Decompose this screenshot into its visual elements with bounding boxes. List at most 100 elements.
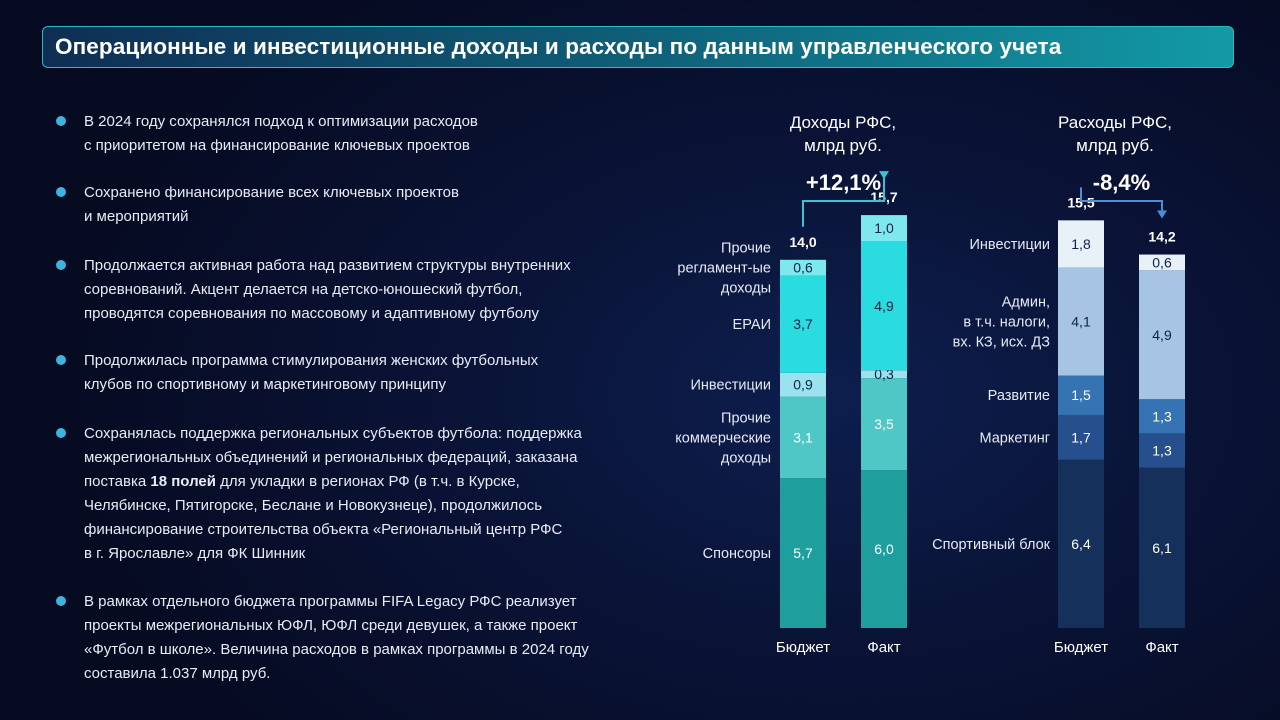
chart-title: млрд руб. <box>1076 136 1154 155</box>
bullet-line: межрегиональных объединений и региональн… <box>84 449 578 466</box>
bullet-line: с приоритетом на финансирование ключевых… <box>84 137 470 154</box>
bullet-line: клубов по спортивному и маркетинговому п… <box>84 376 446 393</box>
change-arrow <box>802 172 885 227</box>
bullet-line: Сохранено финансирование всех ключевых п… <box>84 184 459 201</box>
bar-segment <box>861 241 907 371</box>
bullet-line: Продолжилась программа стимулирования же… <box>84 352 539 369</box>
data-label: 4,9 <box>874 298 894 314</box>
series-label: Инвестиции <box>690 378 771 394</box>
series-label: Инвестиции <box>969 237 1050 253</box>
data-label: 0,6 <box>793 260 813 276</box>
bar-segment <box>1139 399 1185 434</box>
data-label: 1,3 <box>1152 442 1172 458</box>
data-label: 1,0 <box>874 220 894 236</box>
bullet-line: В 2024 году сохранялся подход к оптимиза… <box>84 113 478 130</box>
bullet-line: проекты межрегиональных ЮФЛ, ЮФЛ среди д… <box>84 617 578 634</box>
series-label: Прочие <box>721 241 771 257</box>
change-label: -8,4% <box>1093 170 1150 195</box>
bullet-text: Продолжилась программа стимулирования же… <box>84 349 624 397</box>
bullet-dot-icon <box>56 596 66 606</box>
series-label: Развитие <box>988 388 1050 404</box>
bullet-text: Сохранено финансирование всех ключевых п… <box>84 181 624 229</box>
series-label: ЕРАИ <box>733 317 771 333</box>
bullet-text: В рамках отдельного бюджета программы FI… <box>84 590 624 686</box>
bullet-dot-icon <box>56 260 66 270</box>
bullet-line: Продолжается активная работа над развити… <box>84 257 571 274</box>
data-label: 5,7 <box>793 545 813 561</box>
bar-segment <box>1058 220 1104 268</box>
bullet-line: «Футбол в школе». Величина расходов в ра… <box>84 641 589 658</box>
series-label: Спортивный блок <box>932 537 1050 553</box>
bullet-line: В рамках отдельного бюджета программы FI… <box>84 593 577 610</box>
category-label: Факт <box>867 639 900 656</box>
bullet-text-part: поставка <box>84 473 151 490</box>
total-label: 15,5 <box>1067 194 1094 210</box>
bullet-line: Сохранялась поддержка региональных субъе… <box>84 425 582 442</box>
bullet-dot-icon <box>56 355 66 365</box>
bullet-text: Сохранялась поддержка региональных субъе… <box>84 422 624 566</box>
series-label: Админ, <box>1002 295 1050 311</box>
series-label: Спонсоры <box>703 546 771 562</box>
bar-segment <box>780 396 826 479</box>
bullet-line: проводятся соревнования по массовому и а… <box>84 305 539 322</box>
data-label: 3,1 <box>793 429 813 445</box>
title-bar: Операционные и инвестиционные доходы и р… <box>42 26 1234 68</box>
data-label: 0,6 <box>1152 254 1172 270</box>
bullet-dot-icon <box>56 116 66 126</box>
series-label: доходы <box>721 281 771 297</box>
bar-segment <box>1139 270 1185 400</box>
bullet-line: и мероприятий <box>84 208 189 225</box>
bar-segment <box>1139 433 1185 468</box>
bullet-text-part: для укладки в регионах РФ (в т.ч. в Курс… <box>216 473 520 490</box>
category-label: Бюджет <box>776 639 830 656</box>
bar-segment <box>1058 267 1104 376</box>
page-title: Операционные и инвестиционные доходы и р… <box>55 34 1062 59</box>
category-label: Факт <box>1145 639 1178 656</box>
series-label: Маркетинг <box>980 430 1051 446</box>
data-label: 1,5 <box>1071 387 1091 403</box>
bullet-line: Челябинске, Пятигорске, Беслане и Новоку… <box>84 497 543 514</box>
bullet-line: в г. Ярославле» для ФК Шинник <box>84 545 306 562</box>
bar-segment <box>1058 414 1104 460</box>
bullet-line: составила 1.037 млрд руб. <box>84 665 271 682</box>
change-arrow-head-icon <box>1157 210 1167 219</box>
bar-segment <box>780 259 826 276</box>
category-label: Бюджет <box>1054 639 1108 656</box>
data-label: 6,4 <box>1071 536 1091 552</box>
data-label: 0,9 <box>793 377 813 393</box>
series-label: Прочие <box>721 410 771 426</box>
bullet-line: финансирование строительства объекта «Ре… <box>84 521 563 538</box>
series-label: в т.ч. налоги, <box>963 315 1050 331</box>
data-label: 1,3 <box>1152 408 1172 424</box>
bullet-dot-icon <box>56 428 66 438</box>
series-label: доходы <box>721 450 771 466</box>
data-label: 6,1 <box>1152 540 1172 556</box>
bar-segment <box>861 370 907 379</box>
series-label: коммерческие <box>675 430 771 446</box>
data-label: 3,7 <box>793 316 813 332</box>
bar-segment <box>861 378 907 471</box>
bar-segment <box>780 478 826 628</box>
data-label: 1,7 <box>1071 429 1091 445</box>
bar-segment <box>780 275 826 373</box>
series-label: вх. КЗ, исх. ДЗ <box>953 335 1051 351</box>
chart-title: млрд руб. <box>804 136 882 155</box>
chart-title: Доходы РФС, <box>790 113 896 132</box>
bar-segment <box>1139 254 1185 271</box>
chart-title: Расходы РФС, <box>1058 113 1172 132</box>
bar-segment <box>780 372 826 397</box>
bullet-line: соревнований. Акцент делается на детско-… <box>84 281 523 298</box>
bar-segment <box>1058 459 1104 628</box>
bullet-line-rich: поставка 18 полей для укладки в регионах… <box>84 470 624 494</box>
bar-segment <box>1139 467 1185 628</box>
bullet-text: В 2024 году сохранялся подход к оптимиза… <box>84 110 624 158</box>
change-arrow-head-icon <box>879 171 889 180</box>
bar-segment <box>861 215 907 242</box>
data-label: 4,1 <box>1071 314 1091 330</box>
total-label: 14,2 <box>1148 229 1175 245</box>
change-arrow <box>1080 187 1163 212</box>
bar-segment <box>1058 375 1104 415</box>
bar-segment <box>861 470 907 628</box>
data-label: 6,0 <box>874 541 894 557</box>
